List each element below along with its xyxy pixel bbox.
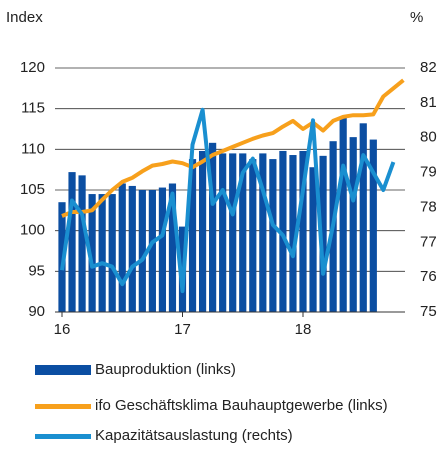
y-tick-label: 105 xyxy=(20,181,45,198)
bar xyxy=(289,155,297,312)
legend-label: Bauproduktion (links) xyxy=(95,361,236,378)
bar xyxy=(359,123,367,312)
y2-tick-label: 78 xyxy=(420,198,437,215)
legend-label: Kapazitätsauslastung (rechts) xyxy=(95,427,293,444)
bar xyxy=(108,194,116,312)
legend-swatch xyxy=(35,403,91,409)
bar xyxy=(168,183,177,312)
y2-tick-label: 81 xyxy=(420,94,437,111)
y-axis-label: Index xyxy=(6,9,43,26)
y-tick-label: 115 xyxy=(21,100,45,117)
chart-plot: Index % 90 95 100 105 110 115 120 75 76 77 78 79 80 8… xyxy=(6,9,437,338)
bar xyxy=(148,190,156,312)
bar xyxy=(198,150,207,312)
y2-tick-label: 76 xyxy=(420,268,437,285)
bar xyxy=(188,159,197,312)
bar xyxy=(309,167,317,312)
y2-tick-label: 79 xyxy=(420,164,437,181)
bar xyxy=(98,194,106,312)
line xyxy=(60,107,396,294)
y-tick-label: 120 xyxy=(20,59,45,76)
bar xyxy=(299,150,307,312)
y-tick-label: 95 xyxy=(28,262,45,279)
legend-swatch xyxy=(35,365,91,375)
x-tick-label: 18 xyxy=(295,321,312,338)
y2-axis-label: % xyxy=(410,9,423,26)
bar xyxy=(88,194,96,312)
bar xyxy=(369,139,377,312)
y-tick-label: 100 xyxy=(20,222,45,239)
bar xyxy=(259,153,267,312)
bar xyxy=(339,116,347,312)
legend-label: ifo Geschäftsklima Bauhauptgewerbe (link… xyxy=(95,397,388,414)
legend-swatch xyxy=(35,433,91,439)
bar xyxy=(209,142,217,312)
bar xyxy=(78,175,86,312)
bar xyxy=(138,190,146,312)
bar xyxy=(249,159,257,312)
bar xyxy=(239,153,247,312)
y2-tick-label: 75 xyxy=(420,303,437,320)
bar xyxy=(118,183,126,312)
line xyxy=(61,78,405,218)
bar xyxy=(68,172,76,312)
bar xyxy=(158,187,167,312)
x-tick-label: 17 xyxy=(174,321,191,338)
x-tick-label: 16 xyxy=(54,321,71,338)
bar xyxy=(229,153,237,312)
y2-tick-label: 77 xyxy=(420,233,437,250)
y2-tick-label: 82 xyxy=(420,59,437,76)
y2-tick-label: 80 xyxy=(420,129,437,146)
bar xyxy=(319,155,327,312)
y-tick-label: 90 xyxy=(28,303,45,320)
bar xyxy=(349,137,357,312)
bar xyxy=(279,150,287,312)
y-tick-label: 110 xyxy=(21,140,45,157)
bar xyxy=(219,153,227,312)
bar xyxy=(128,185,136,312)
bar xyxy=(269,159,277,312)
